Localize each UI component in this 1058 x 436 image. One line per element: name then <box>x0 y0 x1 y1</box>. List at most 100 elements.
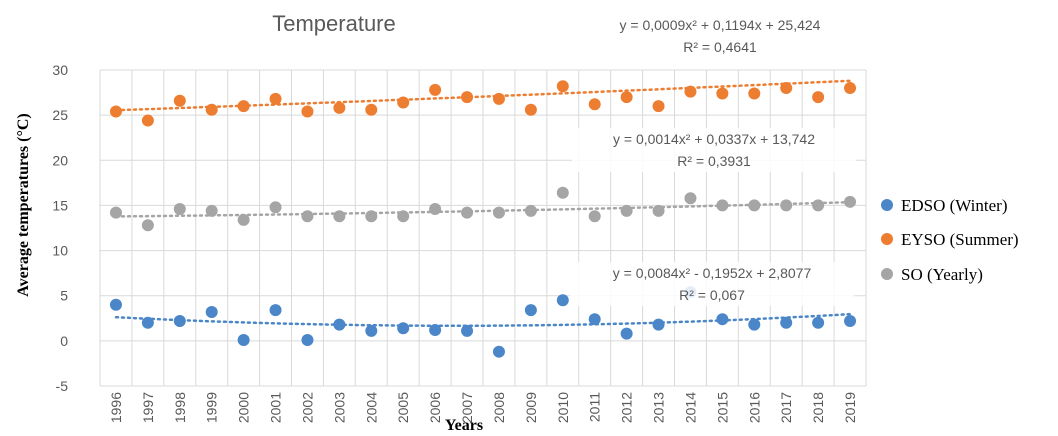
x-tick-label: 2014 <box>682 392 698 423</box>
data-point <box>429 324 442 337</box>
data-point <box>365 324 378 337</box>
data-point <box>844 82 857 95</box>
y-tick-label: 30 <box>52 62 68 78</box>
data-point <box>237 333 250 346</box>
data-point <box>237 100 250 113</box>
data-point <box>269 304 282 317</box>
y-tick-label: 10 <box>52 243 68 259</box>
data-point <box>716 313 729 326</box>
data-point <box>620 91 633 104</box>
x-tick-label: 2012 <box>619 392 635 423</box>
x-tick-label: 2009 <box>523 392 539 423</box>
data-point <box>141 219 154 232</box>
data-point <box>652 204 665 217</box>
data-point <box>812 91 825 104</box>
data-point <box>173 94 186 107</box>
x-tick-label: 2017 <box>778 392 794 423</box>
data-point <box>109 298 122 311</box>
data-point <box>748 318 761 331</box>
data-point <box>844 195 857 208</box>
data-point <box>844 314 857 327</box>
data-point <box>812 199 825 212</box>
equation-background <box>570 262 854 306</box>
x-tick-label: 2019 <box>842 392 858 423</box>
trend-r2: R² = 0,3931 <box>677 153 751 169</box>
data-point <box>429 83 442 96</box>
data-point <box>301 333 314 346</box>
data-point <box>461 91 474 104</box>
data-point <box>269 201 282 214</box>
data-point <box>524 204 537 217</box>
x-tick-label: 1998 <box>172 392 188 423</box>
data-point <box>492 92 505 105</box>
y-tick-label: 0 <box>60 333 68 349</box>
x-axis-title: Years <box>445 417 483 434</box>
trend-equation: y = 0,0009x² + 0,1194x + 25,424 <box>620 17 821 33</box>
data-point <box>141 114 154 127</box>
data-point <box>780 199 793 212</box>
legend-label: EYSO (Summer) <box>901 230 1019 249</box>
legend-label: SO (Yearly) <box>901 265 983 284</box>
x-tick-label: 2002 <box>299 392 315 423</box>
y-tick-label: 5 <box>60 288 68 304</box>
x-tick-label: 2000 <box>236 392 252 423</box>
data-point <box>524 304 537 317</box>
x-tick-label: 2016 <box>746 392 762 423</box>
data-points <box>109 80 857 358</box>
data-point <box>812 316 825 329</box>
data-point <box>397 322 410 335</box>
y-tick-label: 25 <box>52 107 68 123</box>
x-tick-label: 2007 <box>459 392 475 423</box>
data-point <box>652 100 665 113</box>
data-point <box>333 101 346 114</box>
x-tick-label: 2005 <box>395 392 411 423</box>
data-point <box>461 206 474 219</box>
x-tick-label: 1996 <box>108 392 124 423</box>
data-point <box>588 98 601 111</box>
y-tick-label: 20 <box>52 152 68 168</box>
y-tick-label: -5 <box>56 378 69 394</box>
x-axis-ticks: 1996 1997 1998 1999 2000 2001 2002 2003 2004 2005… <box>108 392 858 423</box>
x-tick-label: 2004 <box>363 392 379 423</box>
data-point <box>716 87 729 100</box>
data-point <box>237 213 250 226</box>
data-point <box>684 192 697 205</box>
data-point <box>556 80 569 93</box>
data-point <box>333 318 346 331</box>
data-point <box>620 327 633 340</box>
data-point <box>684 85 697 98</box>
data-point <box>620 204 633 217</box>
data-point <box>365 103 378 116</box>
data-point <box>556 294 569 307</box>
y-axis-title: Average temperatures (°C) <box>15 113 32 297</box>
x-tick-label: 2013 <box>651 392 667 423</box>
y-tick-label: 15 <box>52 197 68 213</box>
x-tick-label: 2008 <box>491 392 507 423</box>
data-point <box>748 87 761 100</box>
equation-background <box>572 128 856 172</box>
data-point <box>333 210 346 223</box>
data-point <box>109 105 122 118</box>
data-point <box>492 345 505 358</box>
y-axis-ticks: -5 0 5 10 15 20 25 30 <box>52 62 68 394</box>
data-point <box>429 203 442 216</box>
data-point <box>588 210 601 223</box>
x-tick-label: 2006 <box>427 392 443 423</box>
data-point <box>716 199 729 212</box>
chart-title: Temperature <box>272 11 396 36</box>
trend-equation: y = 0,0084x² - 0,1952x + 2,8077 <box>613 265 812 281</box>
x-tick-label: 2015 <box>714 392 730 423</box>
legend-label: EDSO (Winter) <box>901 196 1007 215</box>
legend-marker <box>881 199 893 211</box>
data-point <box>780 82 793 95</box>
data-point <box>748 199 761 212</box>
data-point <box>269 92 282 105</box>
trend-r2: R² = 0,4641 <box>683 39 757 55</box>
trend-r2: R² = 0,067 <box>679 287 745 303</box>
gridlines <box>99 69 867 387</box>
legend-marker <box>881 268 893 280</box>
x-tick-label: 2018 <box>810 392 826 423</box>
trend-equations: y = 0,0084x² - 0,1952x + 2,8077 R² = 0,06… <box>570 14 862 306</box>
data-point <box>524 103 537 116</box>
